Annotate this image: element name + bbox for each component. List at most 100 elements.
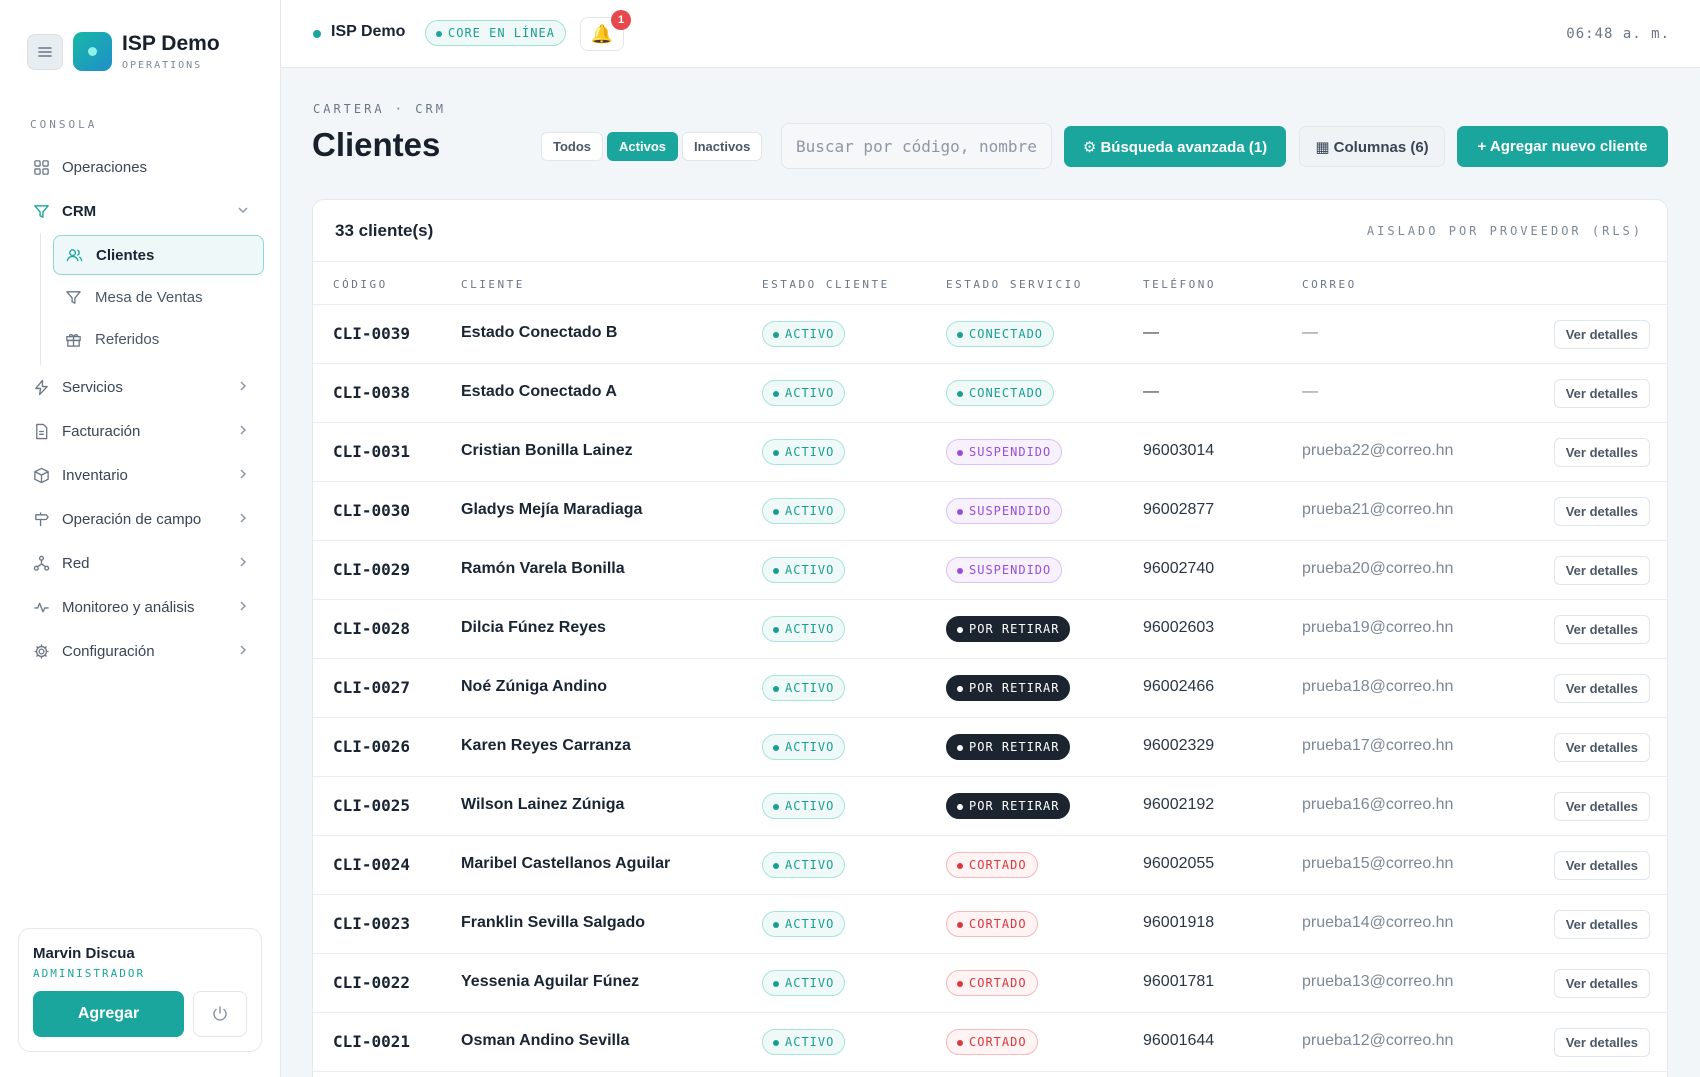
table-row[interactable]: CLI-0029 Ramón Varela Bonilla ACTIVO SUSPEN…	[313, 541, 1667, 600]
filter-inactivos-button[interactable]: Inactivos	[682, 132, 763, 161]
column-header-client[interactable]: CLIENTE	[461, 278, 525, 291]
clients-table-card: 33 cliente(s) AISLADO POR PROVEEDOR (RLS…	[312, 199, 1668, 1077]
advanced-search-button[interactable]: ⚙ Búsqueda avanzada (1)	[1064, 126, 1286, 167]
columns-button[interactable]: ▦ Columnas (6)	[1299, 126, 1445, 167]
service-status-badge: CORTADO	[946, 970, 1038, 996]
service-status-badge: CORTADO	[946, 1029, 1038, 1055]
breadcrumb: CARTERA · CRM	[313, 102, 446, 116]
sidebar-item-clientes[interactable]: Clientes	[53, 235, 264, 275]
sidebar-nav: Operaciones CRM Clientes Mesa de Ventas …	[24, 145, 264, 673]
view-details-button[interactable]: Ver detalles	[1553, 851, 1650, 880]
document-icon	[32, 422, 50, 440]
filter-activos-button[interactable]: Activos	[607, 132, 678, 161]
sidebar-item-facturacion[interactable]: Facturación	[24, 409, 264, 453]
column-header-email[interactable]: CORREO	[1302, 278, 1357, 291]
column-header-code[interactable]: CÓDIGO	[333, 278, 388, 291]
client-email: prueba19@correo.hn	[1302, 619, 1454, 636]
filter-icon	[32, 202, 50, 220]
view-details-button[interactable]: Ver detalles	[1553, 792, 1650, 821]
topbar: ISP Demo CORE EN LÍNEA 🔔 1 06:48 a. m.	[281, 0, 1700, 68]
menu-toggle-button[interactable]	[27, 33, 63, 70]
client-status-badge: ACTIVO	[762, 439, 846, 465]
view-details-button[interactable]: Ver detalles	[1553, 379, 1650, 408]
notification-count-badge: 1	[611, 10, 631, 30]
sidebar-item-label: Servicios	[62, 378, 123, 396]
client-status-badge: ACTIVO	[762, 734, 846, 760]
client-status-badge: ACTIVO	[762, 852, 846, 878]
table-header: CÓDIGO CLIENTE ESTADO CLIENTE ESTADO SER…	[313, 262, 1667, 305]
client-email: prueba12@correo.hn	[1302, 1032, 1454, 1049]
client-phone: 96002192	[1143, 796, 1215, 813]
table-row[interactable]: CLI-0025 Wilson Lainez Zúniga ACTIVO POR RE…	[313, 777, 1667, 836]
clock: 06:48 a. m.	[1566, 26, 1670, 42]
view-details-button[interactable]: Ver detalles	[1553, 674, 1650, 703]
user-name: Marvin Discua	[33, 945, 135, 962]
table-row[interactable]: CLI-0038 Estado Conectado A ACTIVO CONECTAD…	[313, 364, 1667, 423]
bell-icon: 🔔	[590, 23, 614, 44]
view-details-button[interactable]: Ver detalles	[1553, 1028, 1650, 1057]
view-details-button[interactable]: Ver detalles	[1553, 910, 1650, 939]
table-row[interactable]: CLI-0031 Cristian Bonilla Lainez ACTIVO SUS…	[313, 423, 1667, 482]
client-status-badge: ACTIVO	[762, 970, 846, 996]
client-code: CLI-0024	[333, 855, 411, 874]
sidebar-item-operaciones[interactable]: Operaciones	[24, 145, 264, 189]
table-row[interactable]: CLI-0026 Karen Reyes Carranza ACTIVO POR RE…	[313, 718, 1667, 777]
table-row[interactable]: CLI-0023 Franklin Sevilla Salgado ACTIVO CO…	[313, 895, 1667, 954]
view-details-button[interactable]: Ver detalles	[1553, 733, 1650, 762]
sidebar-item-mesa-de-ventas[interactable]: Mesa de Ventas	[53, 277, 264, 317]
table-row[interactable]: CLI-0039 Estado Conectado B ACTIVO CONECTAD…	[313, 305, 1667, 364]
search-input[interactable]	[781, 123, 1052, 169]
client-status-badge: ACTIVO	[762, 380, 846, 406]
view-details-button[interactable]: Ver detalles	[1553, 320, 1650, 349]
column-header-service-status[interactable]: ESTADO SERVICIO	[946, 278, 1083, 291]
sidebar-item-crm[interactable]: CRM	[24, 189, 264, 233]
table-row[interactable]: CLI-0027 Noé Zúniga Andino ACTIVO POR RETIR…	[313, 659, 1667, 718]
sidebar-item-operacion-de-campo[interactable]: Operación de campo	[24, 497, 264, 541]
view-details-button[interactable]: Ver detalles	[1553, 438, 1650, 467]
service-status-badge: SUSPENDIDO	[946, 557, 1063, 583]
chevron-right-icon	[240, 425, 247, 435]
view-details-button[interactable]: Ver detalles	[1553, 969, 1650, 998]
view-details-button[interactable]: Ver detalles	[1553, 615, 1650, 644]
sidebar-item-red[interactable]: Red	[24, 541, 264, 585]
table-body: CLI-0039 Estado Conectado B ACTIVO CONECTAD…	[313, 305, 1667, 1072]
logo	[73, 32, 112, 71]
client-phone: —	[1143, 383, 1159, 400]
add-button[interactable]: Agregar	[33, 991, 184, 1037]
service-status-badge: CONECTADO	[946, 321, 1055, 347]
notifications-button[interactable]: 🔔	[580, 17, 624, 51]
table-row[interactable]: CLI-0021 Osman Andino Sevilla ACTIVO CORTAD…	[313, 1013, 1667, 1072]
client-status-badge: ACTIVO	[762, 321, 846, 347]
table-row[interactable]: CLI-0028 Dilcia Fúnez Reyes ACTIVO POR RETI…	[313, 600, 1667, 659]
table-row[interactable]: CLI-0022 Yessenia Aguilar Fúnez ACTIVO CORT…	[313, 954, 1667, 1013]
filter-todos-button[interactable]: Todos	[541, 132, 604, 161]
client-name: Wilson Lainez Zúniga	[461, 796, 625, 813]
add-client-button[interactable]: + Agregar nuevo cliente	[1457, 126, 1668, 167]
client-code: CLI-0023	[333, 914, 411, 933]
table-row[interactable]: CLI-0030 Gladys Mejía Maradiaga ACTIVO SUSP…	[313, 482, 1667, 541]
logout-button[interactable]	[193, 991, 247, 1037]
view-details-button[interactable]: Ver detalles	[1553, 497, 1650, 526]
network-icon	[32, 554, 50, 572]
client-code: CLI-0027	[333, 678, 411, 697]
client-phone: 96002329	[1143, 737, 1215, 754]
client-code: CLI-0039	[333, 324, 411, 343]
client-name: Franklin Sevilla Salgado	[461, 914, 646, 931]
sidebar-item-label: Facturación	[62, 422, 141, 440]
table-row[interactable]: CLI-0024 Maribel Castellanos Aguilar ACTIV…	[313, 836, 1667, 895]
view-details-button[interactable]: Ver detalles	[1553, 556, 1650, 585]
sidebar-item-configuracion[interactable]: Configuración	[24, 629, 264, 673]
power-icon	[213, 1006, 227, 1021]
sidebar-item-label: CRM	[62, 202, 97, 220]
client-email: —	[1302, 324, 1318, 341]
chevron-right-icon	[240, 513, 247, 523]
sidebar-item-monitoreo[interactable]: Monitoreo y análisis	[24, 585, 264, 629]
sidebar-item-servicios[interactable]: Servicios	[24, 365, 264, 409]
sidebar-item-referidos[interactable]: Referidos	[53, 319, 264, 359]
column-header-phone[interactable]: TELÉFONO	[1143, 278, 1216, 291]
column-header-client-status[interactable]: ESTADO CLIENTE	[762, 278, 890, 291]
client-name: Noé Zúniga Andino	[461, 678, 608, 695]
sidebar-item-inventario[interactable]: Inventario	[24, 453, 264, 497]
sidebar: ISP Demo OPERATIONS CONSOLA Operaciones …	[0, 0, 281, 1077]
sidebar-item-label: Monitoreo y análisis	[62, 598, 195, 616]
